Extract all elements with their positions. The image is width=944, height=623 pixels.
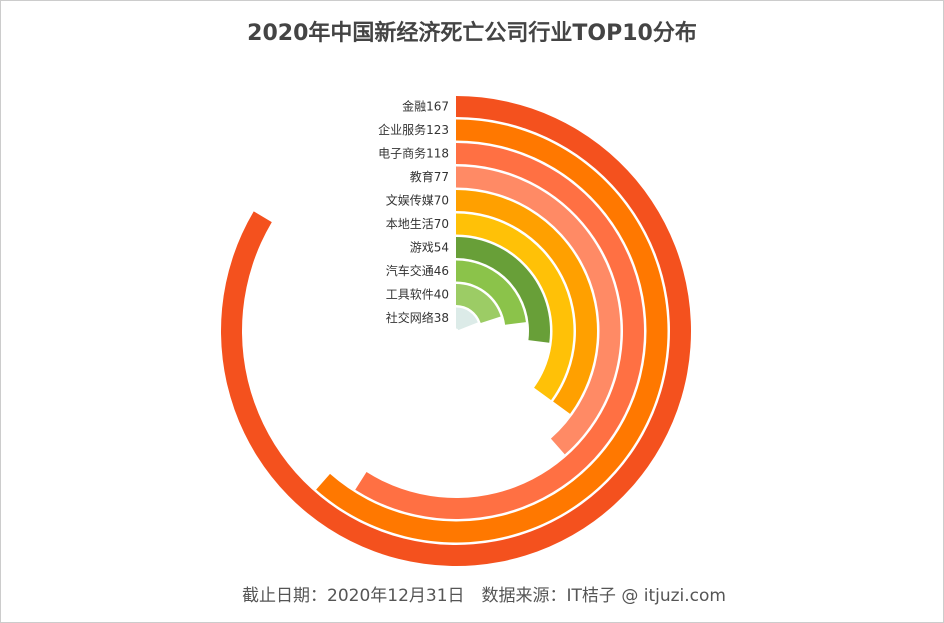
category-label: 教育 xyxy=(410,169,434,184)
bar-label: 文娱传媒70 xyxy=(386,192,449,207)
category-label: 金融 xyxy=(402,98,426,113)
value-label: 77 xyxy=(434,170,449,184)
category-label: 电子商务 xyxy=(378,145,426,160)
footnote: 截止日期：2020年12月31日 数据来源：IT桔子 @ itjuzi.com xyxy=(242,586,726,606)
bar-label: 企业服务123 xyxy=(378,122,449,137)
value-label: 70 xyxy=(434,193,449,207)
radial-bar xyxy=(456,284,501,323)
chart-title: 2020年中国新经济死亡公司行业TOP10分布 xyxy=(247,20,697,46)
bar-label: 教育77 xyxy=(410,169,449,184)
radial-bar xyxy=(456,190,597,414)
value-label: 38 xyxy=(434,311,449,325)
bar-label: 工具软件40 xyxy=(386,287,449,301)
value-label: 40 xyxy=(434,287,449,301)
category-label: 游戏 xyxy=(410,240,434,254)
radial-bar xyxy=(456,307,478,331)
value-label: 54 xyxy=(434,240,449,254)
category-label: 企业服务 xyxy=(378,122,426,137)
bar-label: 社交网络38 xyxy=(386,310,449,325)
category-label: 汽车交通 xyxy=(386,263,434,278)
value-label: 123 xyxy=(426,123,449,137)
radial-bar xyxy=(456,237,550,343)
radial-bar xyxy=(456,260,526,325)
value-label: 46 xyxy=(434,264,449,278)
radial-bar xyxy=(456,166,621,455)
value-label: 118 xyxy=(426,146,449,160)
value-label: 70 xyxy=(434,217,449,231)
value-label: 167 xyxy=(426,99,449,113)
category-label: 本地生活 xyxy=(386,217,434,231)
category-label: 社交网络 xyxy=(386,310,434,325)
bar-label: 游戏54 xyxy=(410,240,449,254)
bar-label: 电子商务118 xyxy=(378,145,449,160)
bar-label: 金融167 xyxy=(402,98,449,113)
category-label: 文娱传媒 xyxy=(386,192,434,207)
radial-bar xyxy=(316,119,668,543)
category-label: 工具软件 xyxy=(386,287,434,301)
bar-label: 汽车交通46 xyxy=(386,263,449,278)
radial-bar xyxy=(456,213,574,401)
bar-label: 本地生活70 xyxy=(386,217,449,231)
